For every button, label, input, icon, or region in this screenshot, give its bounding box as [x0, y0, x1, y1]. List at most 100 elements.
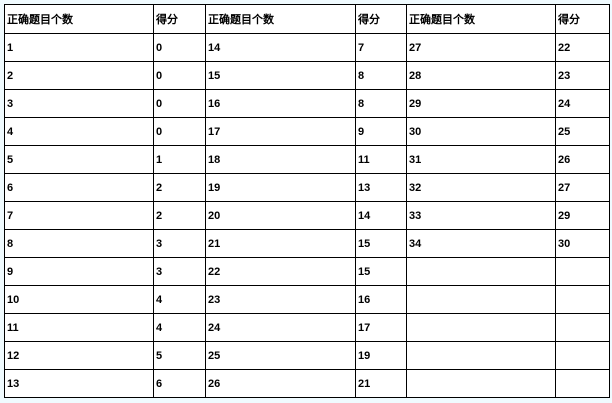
correct-count-cell: 34 [406, 229, 556, 258]
header-score: 得分 [555, 4, 610, 34]
header-correct-count: 正确题目个数 [406, 4, 556, 34]
score-cell [555, 257, 610, 286]
correct-count-cell: 2 [4, 61, 154, 90]
correct-count-cell: 5 [4, 145, 154, 174]
score-cell: 25 [555, 117, 610, 146]
score-cell: 24 [555, 89, 610, 118]
correct-count-cell: 7 [4, 201, 154, 230]
table-row: 10 4 23 16 [4, 285, 610, 314]
header-correct-count: 正确题目个数 [4, 4, 154, 34]
score-cell: 29 [555, 201, 610, 230]
score-cell: 0 [153, 61, 206, 90]
table-body: 1 0 14 7 27 22 2 0 15 8 28 23 3 0 16 8 29 24 4 0 17 9 30 25 5 1 18… [4, 33, 610, 398]
score-cell: 8 [355, 61, 407, 90]
correct-count-cell: 3 [4, 89, 154, 118]
correct-count-cell: 22 [205, 257, 356, 286]
table-row: 6 2 19 13 32 27 [4, 173, 610, 202]
score-cell: 30 [555, 229, 610, 258]
table-row: 7 2 20 14 33 29 [4, 201, 610, 230]
correct-count-cell: 10 [4, 285, 154, 314]
score-cell [555, 285, 610, 314]
correct-count-cell: 31 [406, 145, 556, 174]
correct-count-cell: 17 [205, 117, 356, 146]
score-cell: 2 [153, 201, 206, 230]
correct-count-cell: 21 [205, 229, 356, 258]
correct-count-cell [406, 341, 556, 370]
score-cell: 4 [153, 313, 206, 342]
score-cell [555, 313, 610, 342]
score-cell [555, 341, 610, 370]
table-row: 11 4 24 17 [4, 313, 610, 342]
correct-count-cell: 12 [4, 341, 154, 370]
correct-count-cell: 20 [205, 201, 356, 230]
table-row: 3 0 16 8 29 24 [4, 89, 610, 118]
score-cell: 7 [355, 33, 407, 62]
correct-count-cell: 11 [4, 313, 154, 342]
score-cell: 2 [153, 173, 206, 202]
score-cell: 11 [355, 145, 407, 174]
score-cell: 9 [355, 117, 407, 146]
score-cell: 17 [355, 313, 407, 342]
score-cell: 0 [153, 89, 206, 118]
table-row: 5 1 18 11 31 26 [4, 145, 610, 174]
table-row: 9 3 22 15 [4, 257, 610, 286]
score-cell: 3 [153, 229, 206, 258]
correct-count-cell: 33 [406, 201, 556, 230]
correct-count-cell: 27 [406, 33, 556, 62]
score-cell: 8 [355, 89, 407, 118]
score-cell: 23 [555, 61, 610, 90]
score-cell: 14 [355, 201, 407, 230]
correct-count-cell: 9 [4, 257, 154, 286]
score-cell: 13 [355, 173, 407, 202]
score-cell: 0 [153, 33, 206, 62]
correct-count-cell: 13 [4, 369, 154, 398]
score-cell: 22 [555, 33, 610, 62]
table-row: 1 0 14 7 27 22 [4, 33, 610, 62]
correct-count-cell: 28 [406, 61, 556, 90]
score-cell: 15 [355, 257, 407, 286]
score-cell: 27 [555, 173, 610, 202]
correct-count-cell [406, 285, 556, 314]
score-cell: 16 [355, 285, 407, 314]
correct-count-cell: 32 [406, 173, 556, 202]
score-cell [555, 369, 610, 398]
table-row: 2 0 15 8 28 23 [4, 61, 610, 90]
correct-count-cell [406, 257, 556, 286]
header-score: 得分 [153, 4, 206, 34]
correct-count-cell: 6 [4, 173, 154, 202]
score-cell: 26 [555, 145, 610, 174]
correct-count-cell [406, 369, 556, 398]
score-cell: 21 [355, 369, 407, 398]
score-cell: 4 [153, 285, 206, 314]
table-row: 13 6 26 21 [4, 369, 610, 398]
correct-count-cell: 24 [205, 313, 356, 342]
correct-count-cell: 14 [205, 33, 356, 62]
correct-count-cell: 19 [205, 173, 356, 202]
score-cell: 3 [153, 257, 206, 286]
score-cell: 1 [153, 145, 206, 174]
header-correct-count: 正确题目个数 [205, 4, 356, 34]
correct-count-cell: 15 [205, 61, 356, 90]
header-score: 得分 [355, 4, 407, 34]
score-cell: 15 [355, 229, 407, 258]
correct-count-cell: 1 [4, 33, 154, 62]
header-row: 正确题目个数 得分 正确题目个数 得分 正确题目个数 得分 [4, 4, 610, 34]
correct-count-cell: 4 [4, 117, 154, 146]
correct-count-cell: 8 [4, 229, 154, 258]
correct-count-cell: 18 [205, 145, 356, 174]
score-cell: 19 [355, 341, 407, 370]
correct-count-cell: 29 [406, 89, 556, 118]
table-row: 12 5 25 19 [4, 341, 610, 370]
correct-count-cell: 26 [205, 369, 356, 398]
correct-count-cell: 23 [205, 285, 356, 314]
score-cell: 0 [153, 117, 206, 146]
table-row: 4 0 17 9 30 25 [4, 117, 610, 146]
correct-count-cell: 16 [205, 89, 356, 118]
score-cell: 5 [153, 341, 206, 370]
correct-count-cell: 30 [406, 117, 556, 146]
table-row: 8 3 21 15 34 30 [4, 229, 610, 258]
score-table: 正确题目个数 得分 正确题目个数 得分 正确题目个数 得分 1 0 14 7 27 22 2 0 15 8 2… [4, 4, 610, 398]
correct-count-cell [406, 313, 556, 342]
correct-count-cell: 25 [205, 341, 356, 370]
score-cell: 6 [153, 369, 206, 398]
